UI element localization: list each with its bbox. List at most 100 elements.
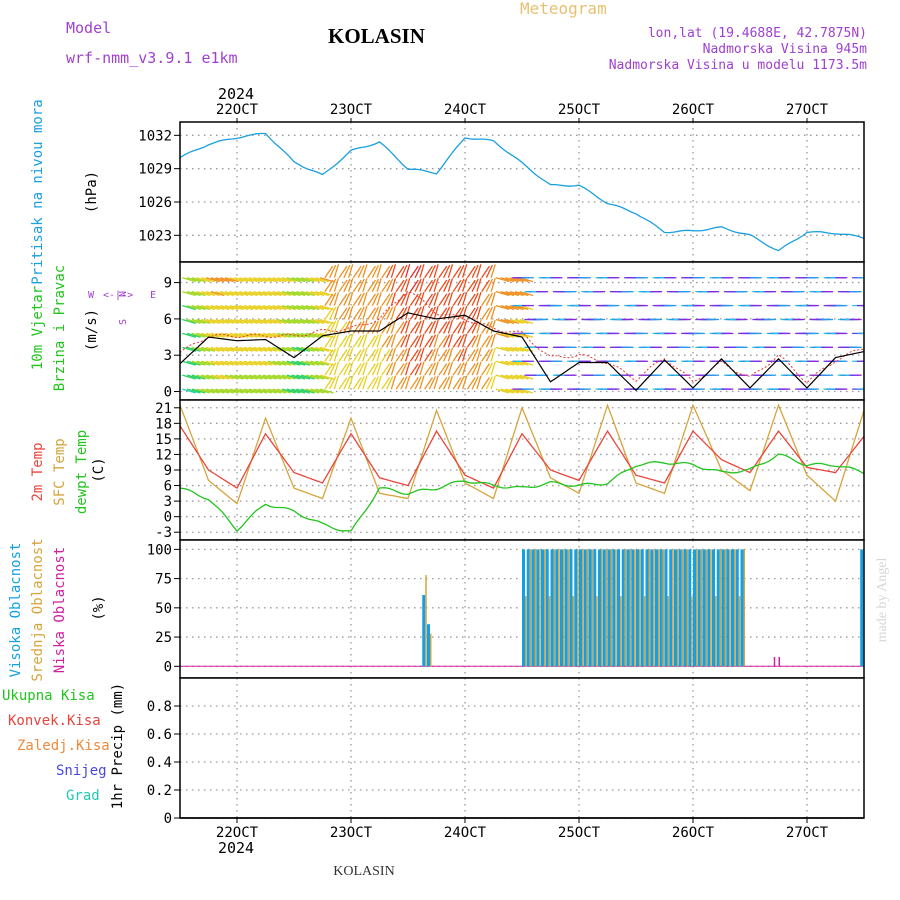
wind-arrow bbox=[196, 277, 211, 283]
wind-arrow bbox=[424, 349, 434, 362]
wind-arrow bbox=[338, 335, 348, 348]
wind-arrow bbox=[419, 361, 425, 376]
wind-arrow bbox=[296, 332, 311, 338]
wind-arrow bbox=[490, 333, 496, 348]
wind-arrow bbox=[319, 346, 334, 352]
wind-arrow bbox=[329, 278, 337, 292]
cloud-bar bbox=[610, 549, 612, 667]
wind-arrow bbox=[390, 347, 397, 362]
wind-ylabel-b: Brzina i Pravac bbox=[52, 265, 68, 391]
pressure-ylabel: Pritisak na nivou mora bbox=[30, 99, 46, 284]
wind-arrow bbox=[239, 318, 254, 324]
bottom-day-label-3: 25OCT bbox=[558, 825, 601, 841]
cloud-bar bbox=[650, 549, 654, 667]
wind-arrow bbox=[262, 388, 277, 394]
wind-ylabel-a: 10m Vjetar bbox=[30, 286, 46, 370]
wind-arrow bbox=[395, 349, 405, 362]
wind-arrow bbox=[220, 277, 235, 283]
precip-ytick-label-4: 0 bbox=[164, 811, 172, 827]
wind-arrow bbox=[405, 361, 411, 376]
wind-arrow bbox=[291, 291, 306, 297]
wind-arrow bbox=[419, 278, 425, 292]
wind-arrow bbox=[481, 307, 491, 320]
wind-arrow bbox=[481, 279, 491, 293]
precip-panel: 0.8 0.6 0.4 0.2 0 bbox=[147, 677, 865, 827]
wind-arrow bbox=[220, 318, 235, 324]
wind-arrow bbox=[485, 292, 493, 306]
wind-arrow bbox=[462, 319, 468, 334]
cloud-unit: (%) bbox=[91, 595, 107, 620]
wind-arrow bbox=[443, 264, 451, 279]
wind-arrow bbox=[324, 265, 334, 279]
wind-arrow bbox=[405, 264, 411, 278]
wind-arrow bbox=[390, 264, 397, 278]
wind-arrow bbox=[296, 318, 311, 324]
cloud-bar bbox=[696, 549, 698, 667]
wind-arrow bbox=[305, 374, 320, 380]
wind-arrow bbox=[205, 304, 220, 311]
wind-arrow bbox=[329, 264, 337, 279]
wind-arrow bbox=[281, 291, 296, 297]
wind-arrow bbox=[191, 332, 206, 338]
wind-arrow bbox=[424, 335, 434, 348]
cloud-bar bbox=[712, 549, 715, 667]
wind-arrow bbox=[352, 279, 362, 293]
wind-arrow bbox=[505, 277, 520, 283]
temp-2m-line bbox=[179, 425, 865, 490]
cloud-bar bbox=[626, 549, 630, 667]
wind-arrow bbox=[462, 305, 468, 320]
wind-arrow bbox=[300, 277, 315, 283]
wind-arrow bbox=[324, 377, 334, 390]
wind-arrow bbox=[248, 277, 263, 283]
cloud-bar bbox=[653, 549, 655, 667]
wind-arrow bbox=[466, 293, 476, 306]
precip-frame bbox=[179, 677, 865, 819]
wind-arrow bbox=[500, 332, 515, 338]
wind-arrow bbox=[357, 264, 365, 279]
wind-arrow bbox=[414, 362, 422, 376]
wind-arrow bbox=[224, 304, 239, 311]
wind-arrow bbox=[253, 291, 268, 297]
wind-arrow bbox=[224, 277, 239, 283]
wind-arrow bbox=[319, 318, 334, 324]
wind-arrow bbox=[338, 377, 348, 390]
wind-arrow bbox=[471, 306, 479, 320]
wind-arrow bbox=[447, 319, 454, 334]
cloud-bar bbox=[569, 549, 573, 667]
wind-arrow bbox=[466, 363, 476, 376]
wind-arrow bbox=[186, 374, 201, 380]
wind-arrow bbox=[428, 320, 436, 334]
wind-arrows bbox=[182, 264, 864, 394]
wind-arrow bbox=[457, 292, 465, 306]
wind-arrow bbox=[267, 332, 282, 338]
cloud-bar bbox=[602, 549, 606, 667]
wind-arrow bbox=[367, 279, 377, 293]
top-day-label-5: 27OCT bbox=[786, 102, 829, 118]
cloud-bar bbox=[686, 549, 688, 667]
wind-arrow bbox=[338, 349, 348, 362]
bottom-day-label-1: 23OCT bbox=[330, 825, 373, 841]
wind-arrow bbox=[357, 278, 365, 292]
wind-arrow bbox=[452, 307, 462, 320]
wind-arrow bbox=[443, 376, 451, 390]
wind-arrow bbox=[300, 374, 315, 380]
temp-ytick-label-5: 6 bbox=[164, 479, 172, 495]
cloud-bar bbox=[659, 549, 663, 667]
wind-arrow bbox=[300, 291, 315, 297]
wind-arrow bbox=[305, 304, 320, 311]
wind-arrow bbox=[438, 307, 448, 320]
wind-arrow bbox=[229, 346, 244, 352]
wind-arrow bbox=[201, 374, 216, 380]
wind-arrow bbox=[201, 318, 216, 324]
wind-arrow bbox=[248, 346, 263, 352]
top-day-label-2: 24OCT bbox=[444, 102, 487, 118]
wind-arrow bbox=[239, 388, 254, 394]
wind-arrow bbox=[277, 277, 292, 283]
wind-arrow bbox=[357, 348, 365, 362]
wind-arrow bbox=[258, 332, 273, 338]
wind-arrow bbox=[514, 346, 529, 352]
precip-legend-snow: Snijeg bbox=[56, 763, 107, 779]
wind-arrow bbox=[324, 335, 334, 348]
cloud-bar bbox=[427, 624, 430, 667]
wind-arrow bbox=[476, 319, 482, 334]
